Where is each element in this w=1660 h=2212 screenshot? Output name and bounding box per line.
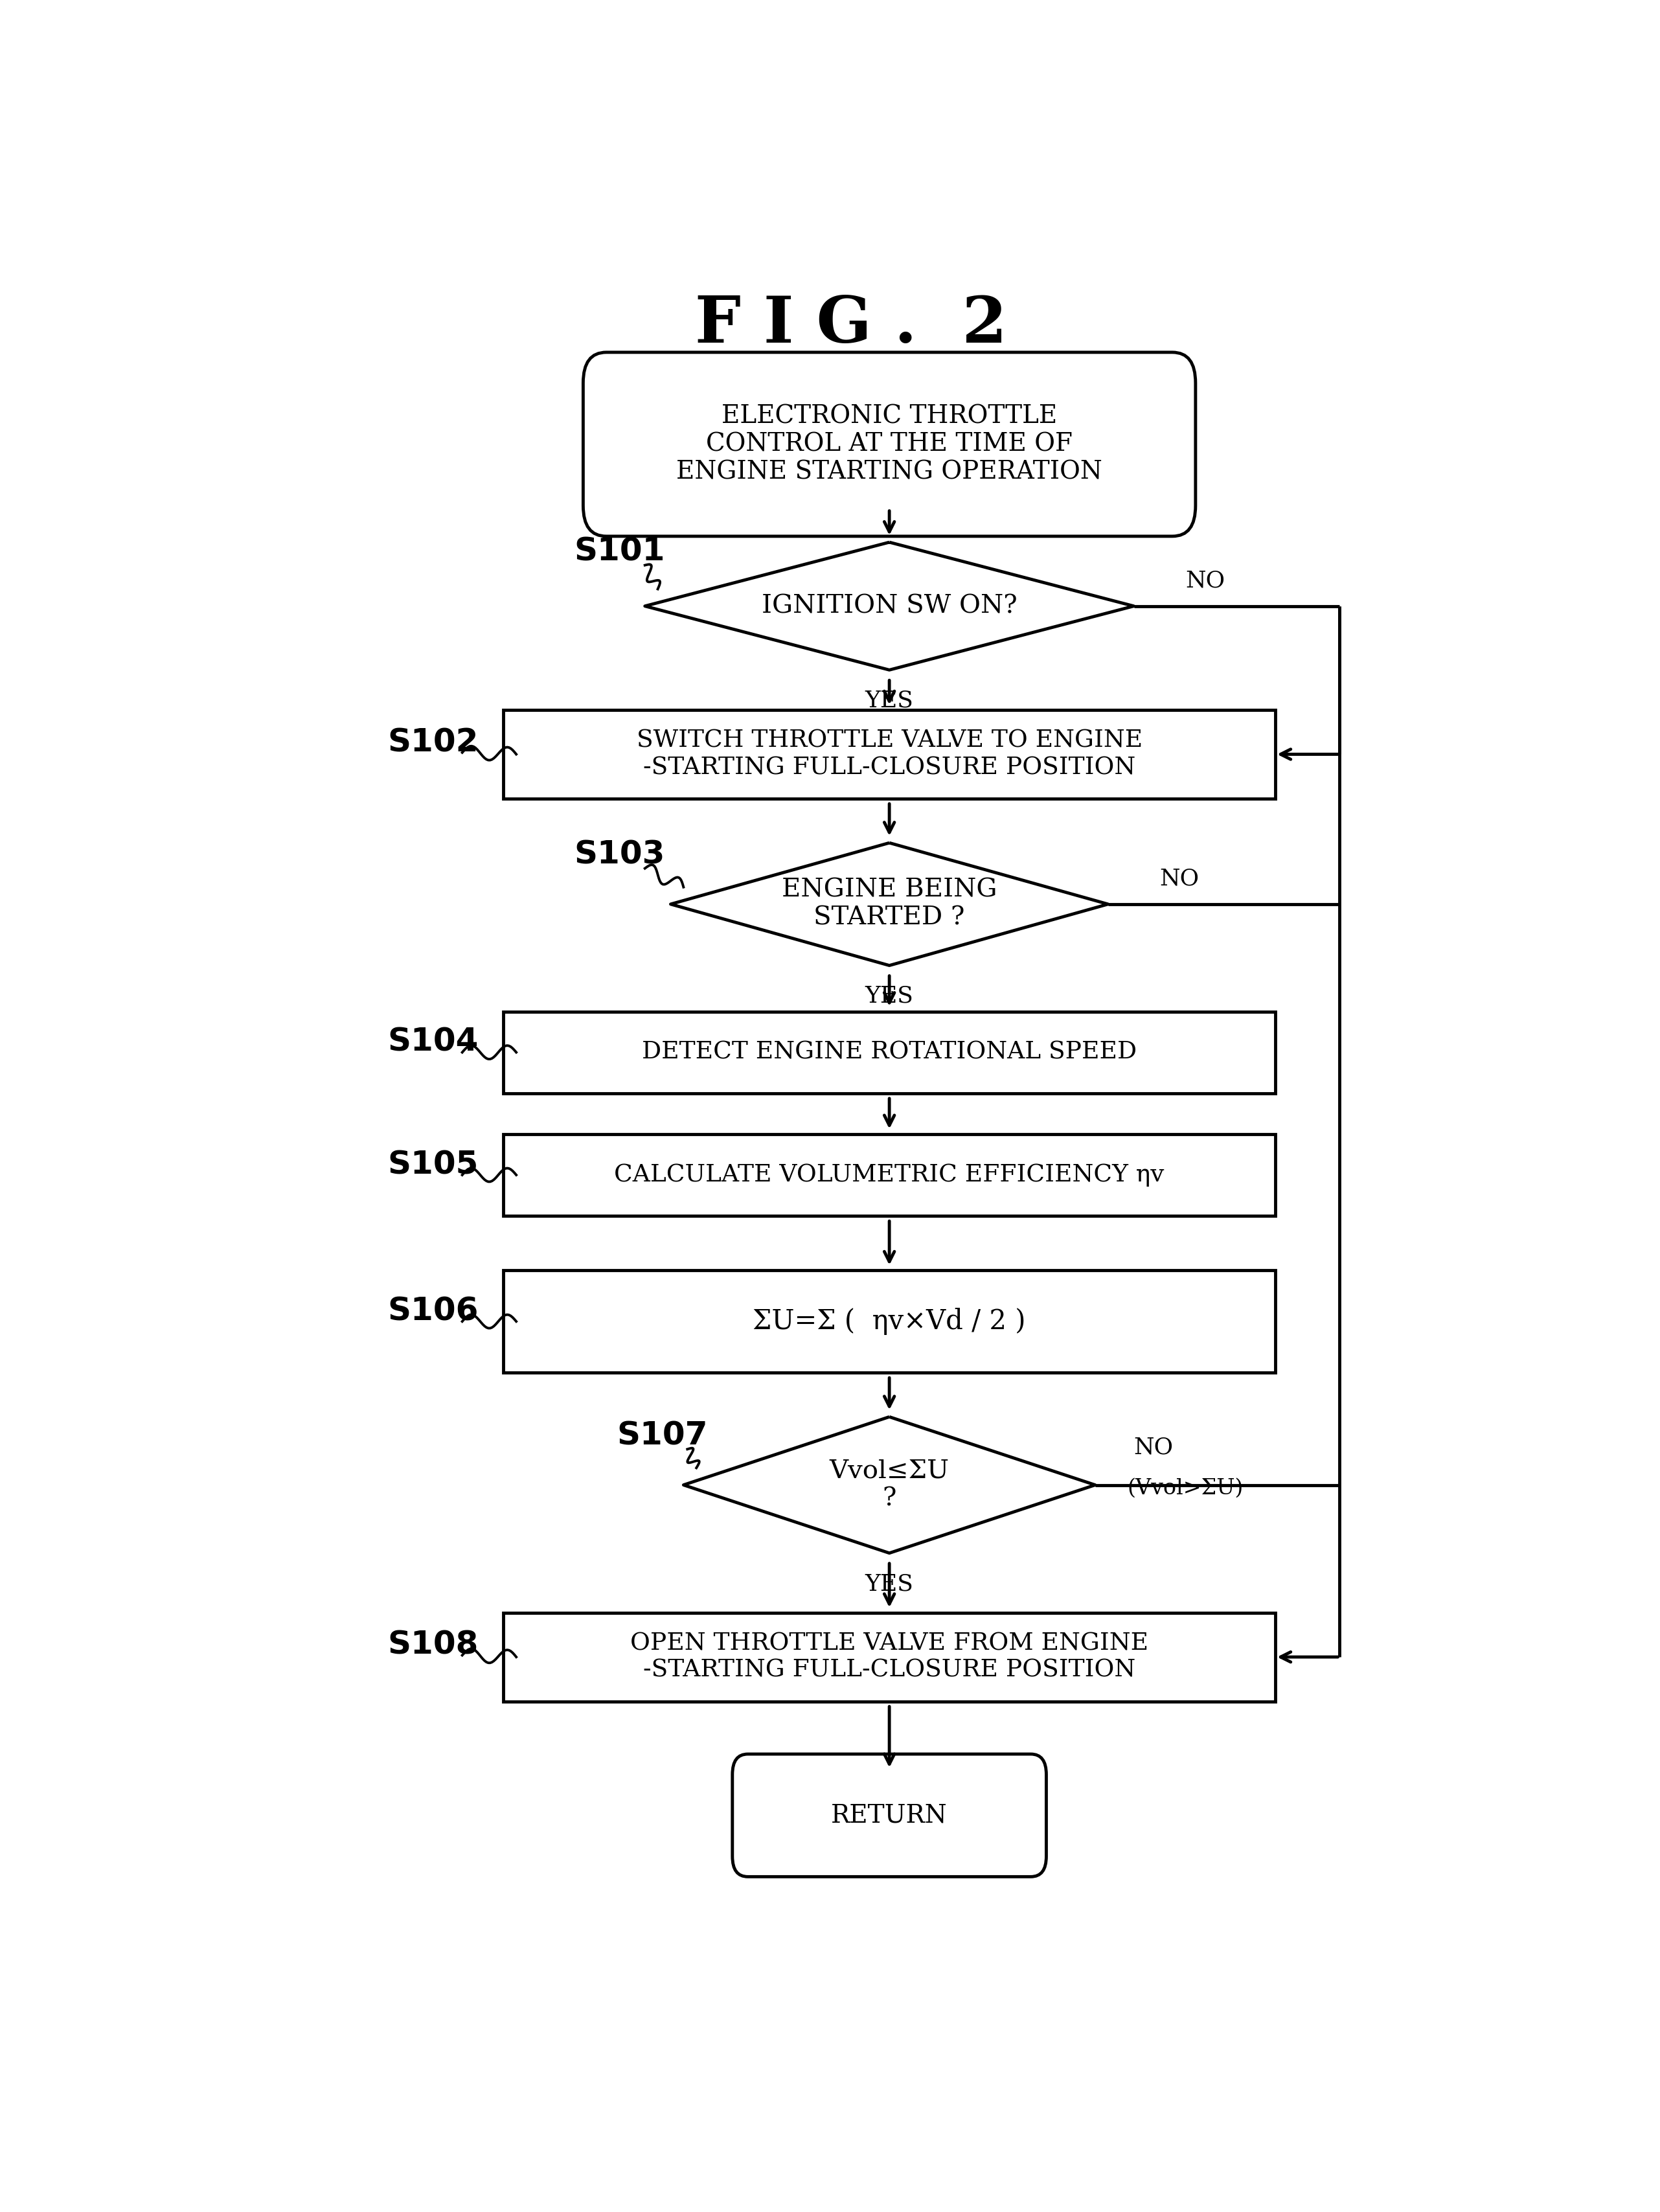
Text: NO: NO (1134, 1436, 1174, 1458)
Text: DETECT ENGINE ROTATIONAL SPEED: DETECT ENGINE ROTATIONAL SPEED (642, 1040, 1137, 1064)
Text: YES: YES (865, 690, 913, 712)
Bar (503, 1135, 1275, 1217)
Polygon shape (646, 542, 1134, 670)
Text: S104: S104 (388, 1026, 478, 1057)
Text: S101: S101 (574, 535, 666, 566)
Bar (503, 1270, 1275, 1371)
Text: SWITCH THROTTLE VALVE TO ENGINE
-STARTING FULL-CLOSURE POSITION: SWITCH THROTTLE VALVE TO ENGINE -STARTIN… (636, 730, 1142, 779)
Text: ELECTRONIC THROTTLE
CONTROL AT THE TIME OF
ENGINE STARTING OPERATION: ELECTRONIC THROTTLE CONTROL AT THE TIME … (676, 405, 1102, 484)
Text: IGNITION SW ON?: IGNITION SW ON? (762, 595, 1018, 617)
Text: YES: YES (865, 984, 913, 1006)
Text: NO: NO (1160, 867, 1199, 889)
Text: OPEN THROTTLE VALVE FROM ENGINE
-STARTING FULL-CLOSURE POSITION: OPEN THROTTLE VALVE FROM ENGINE -STARTIN… (631, 1632, 1149, 1681)
Text: S102: S102 (388, 728, 478, 759)
Text: S108: S108 (388, 1630, 478, 1661)
Text: RETURN: RETURN (832, 1803, 948, 1827)
Bar (503, 710, 1275, 799)
Text: ENGINE BEING
STARTED ?: ENGINE BEING STARTED ? (782, 878, 998, 929)
Bar (503, 1613, 1275, 1701)
Polygon shape (684, 1418, 1096, 1553)
Text: Vvol≤ΣU
?: Vvol≤ΣU ? (830, 1460, 950, 1511)
Text: ΣU=Σ (  ηv×Vd / 2 ): ΣU=Σ ( ηv×Vd / 2 ) (754, 1307, 1026, 1336)
FancyBboxPatch shape (732, 1754, 1046, 1876)
Text: YES: YES (865, 1573, 913, 1595)
Bar (503, 1011, 1275, 1093)
Text: F I G .  2: F I G . 2 (694, 294, 1008, 356)
FancyBboxPatch shape (583, 352, 1195, 535)
Text: S107: S107 (616, 1420, 707, 1451)
Text: S106: S106 (388, 1296, 478, 1327)
Text: NO: NO (1185, 568, 1225, 591)
Text: CALCULATE VOLUMETRIC EFFICIENCY ηv: CALCULATE VOLUMETRIC EFFICIENCY ηv (614, 1164, 1164, 1186)
Text: S105: S105 (388, 1150, 478, 1181)
Text: S103: S103 (574, 838, 666, 869)
Text: (Vvol>ΣU): (Vvol>ΣU) (1127, 1478, 1243, 1500)
Polygon shape (671, 843, 1109, 964)
